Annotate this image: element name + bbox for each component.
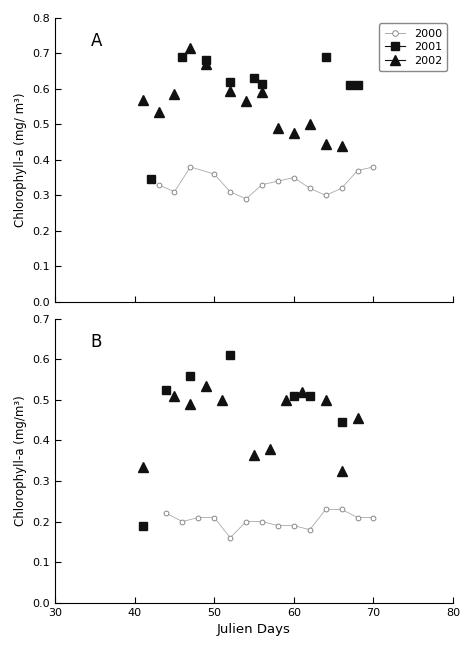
Text: B: B [91,333,102,351]
Text: A: A [91,32,102,50]
Legend: 2000, 2001, 2002: 2000, 2001, 2002 [379,23,447,72]
Y-axis label: Chlorophyll-a (mg/ m³): Chlorophyll-a (mg/ m³) [14,92,27,227]
Y-axis label: Chlorophyll-a (mg/m³): Chlorophyll-a (mg/m³) [14,395,27,526]
X-axis label: Julien Days: Julien Days [217,623,291,636]
